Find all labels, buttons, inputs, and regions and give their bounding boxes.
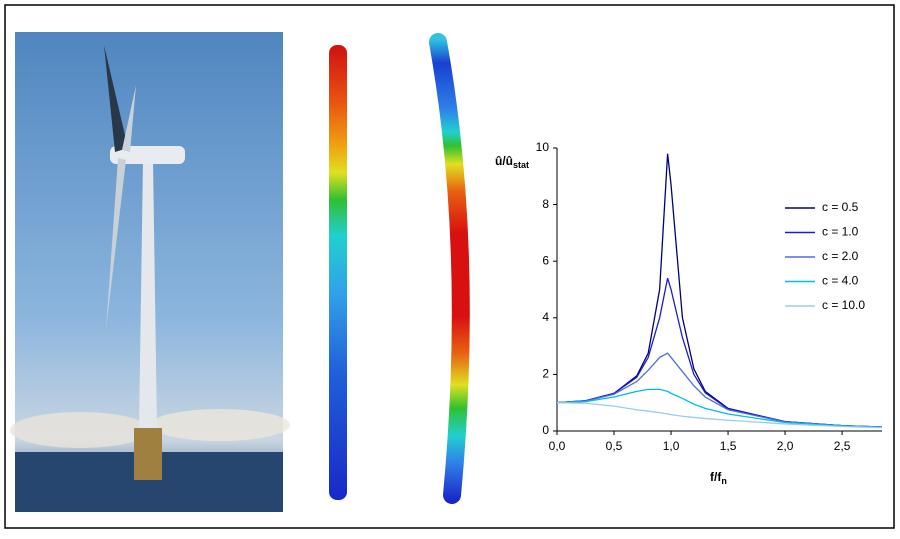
- x-tick-label: 2,0: [777, 439, 794, 453]
- turbine-photo: [10, 32, 290, 512]
- x-tick-label: 2,5: [834, 439, 851, 453]
- x-tick-label: 1,0: [663, 439, 680, 453]
- x-axis-label-sub: n: [721, 476, 727, 486]
- mode-shape-1: [329, 45, 347, 500]
- series-line: [556, 352, 883, 428]
- x-axis-label: f/fn: [710, 470, 727, 486]
- legend-label: c = 10.0: [822, 298, 865, 312]
- x-tick-label: 0,5: [606, 439, 623, 453]
- y-tick-label: 6: [542, 253, 549, 267]
- legend-label: c = 0.5: [822, 200, 859, 214]
- x-tick-label: 1,5: [720, 439, 737, 453]
- series-line: [556, 388, 883, 428]
- legend-label: c = 2.0: [822, 249, 859, 263]
- y-tick-label: 10: [536, 140, 550, 154]
- x-axis-label-main: f/f: [710, 470, 722, 484]
- mode-shape-2: [429, 33, 470, 504]
- y-axis-label-main: û/û: [495, 154, 513, 168]
- y-tick-label: 2: [542, 367, 549, 381]
- x-tick-label: 0,0: [549, 439, 566, 453]
- y-tick-label: 0: [542, 423, 549, 437]
- legend-label: c = 4.0: [822, 274, 859, 288]
- y-tick-label: 4: [542, 310, 549, 324]
- legend-label: c = 1.0: [822, 225, 859, 239]
- y-axis-label-sub: stat: [513, 160, 529, 170]
- series-line: [556, 402, 883, 429]
- y-axis-label: û/ûstat: [495, 154, 529, 170]
- y-tick-label: 8: [542, 197, 549, 211]
